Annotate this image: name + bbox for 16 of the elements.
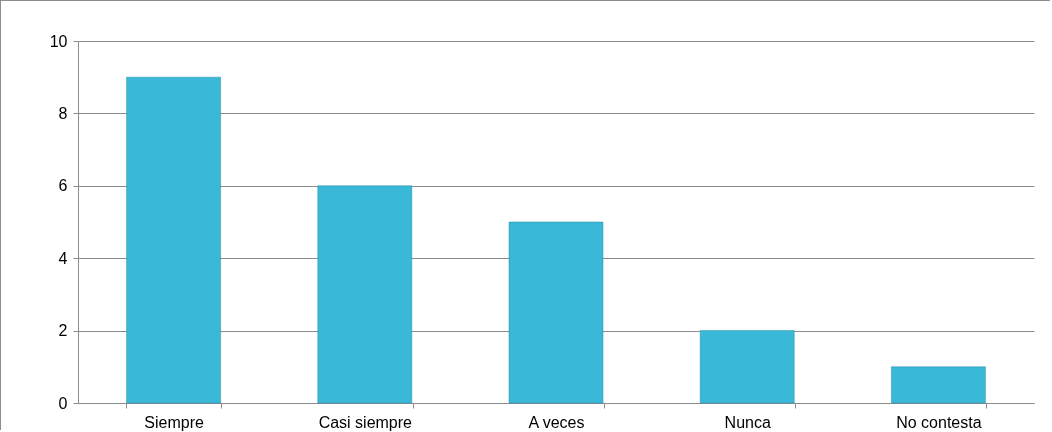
y-tick-label: 0 <box>58 394 68 412</box>
bar <box>508 221 604 404</box>
x-tick-label: No contesta <box>896 413 982 431</box>
y-tick-label: 8 <box>58 104 68 122</box>
bar <box>126 76 221 404</box>
x-tick-label: Nunca <box>724 413 771 431</box>
y-tick-label: 4 <box>58 249 68 267</box>
x-tick-label: Siempre <box>144 413 204 431</box>
y-tick-label: 6 <box>58 177 68 195</box>
x-tick-label: A veces <box>528 413 585 431</box>
bar <box>317 185 413 404</box>
y-tick-label: 2 <box>58 322 68 340</box>
y-tick-label: 10 <box>49 32 68 50</box>
bar <box>699 330 795 404</box>
x-tick-label: Casi siempre <box>318 413 413 431</box>
bar <box>891 366 986 404</box>
